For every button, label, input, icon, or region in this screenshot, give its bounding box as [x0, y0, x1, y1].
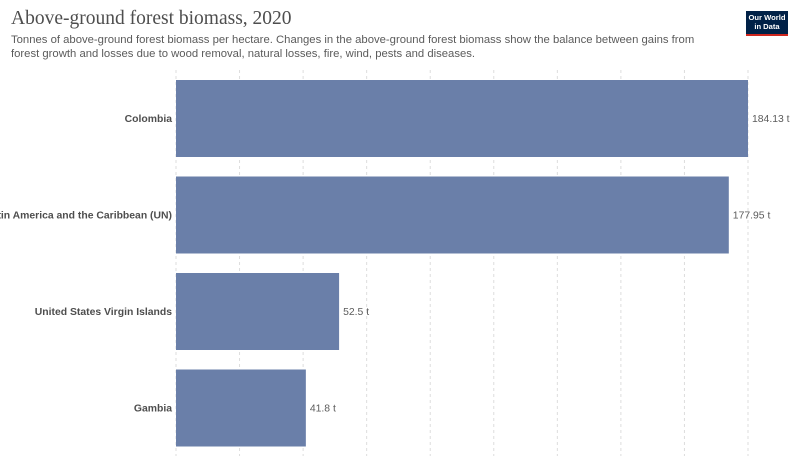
value-label: 52.5 t: [343, 307, 369, 318]
value-labels: 184.13 t 177.95 t 52.5 t 41.8 t: [310, 114, 790, 415]
logo-line-1: Our World: [748, 13, 786, 22]
chart-title: Above-ground forest biomass, 2020: [11, 8, 292, 29]
category-label: Latin America and the Caribbean (UN): [0, 211, 172, 222]
logo-line-2: in Data: [754, 21, 780, 31]
value-label: 177.95 t: [733, 211, 771, 222]
owid-logo[interactable]: Our World in Data: [746, 11, 788, 36]
bar: [176, 369, 306, 447]
bar: [176, 273, 340, 350]
gridlines: [175, 70, 749, 456]
category-labels: Colombia Latin America and the Caribbean …: [0, 114, 172, 415]
value-label: 41.8 t: [310, 404, 336, 415]
category-label: United States Virgin Islands: [35, 307, 172, 318]
category-label: Gambia: [134, 404, 172, 415]
chart-subtitle: Tonnes of above-ground forest biomass pe…: [11, 34, 695, 60]
bar: [176, 80, 748, 157]
category-label: Colombia: [125, 114, 173, 125]
bar: [176, 176, 729, 254]
bars: [176, 80, 748, 447]
value-label: 184.13 t: [752, 114, 790, 125]
